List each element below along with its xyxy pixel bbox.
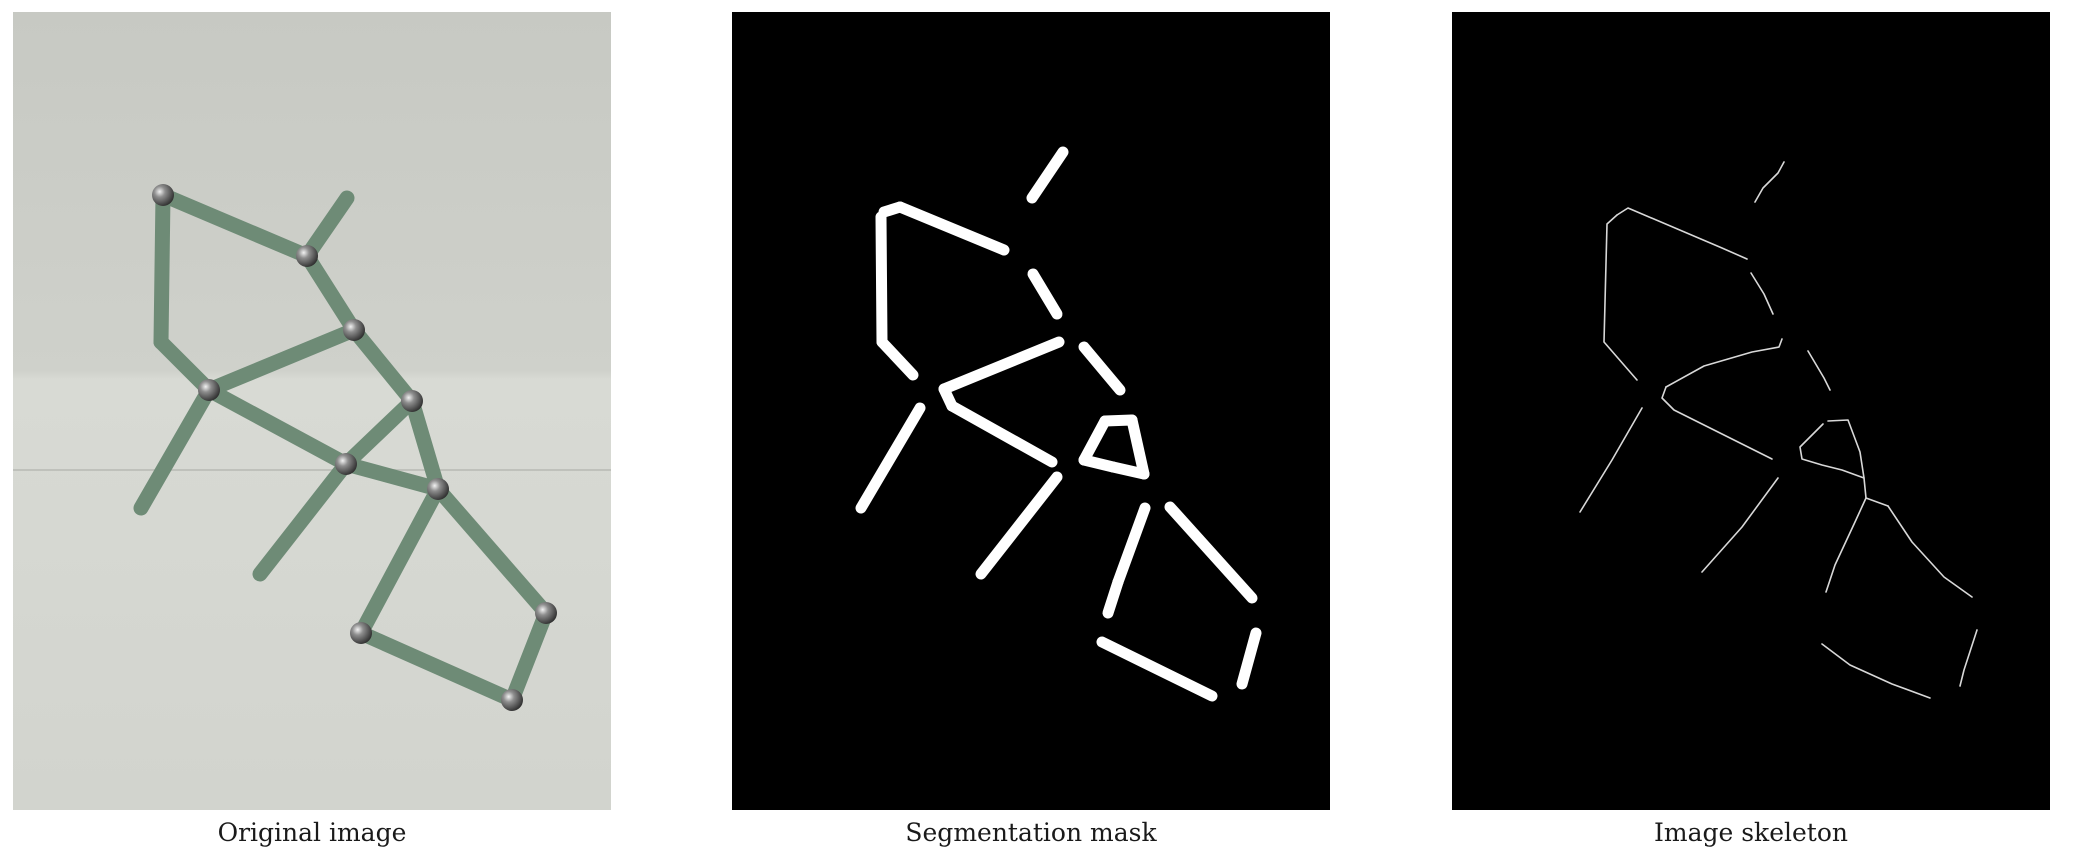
caption-segmentation-mask: Segmentation mask [905,818,1157,847]
rods [133,187,554,708]
original-image [13,12,611,810]
skeleton-lines [1579,161,1978,699]
original-image-canvas [13,12,611,810]
caption-original-image: Original image [217,818,407,847]
steel-balls [152,184,557,711]
caption-image-skeleton: Image skeleton [1654,818,1848,847]
paper-background [13,12,611,810]
image-skeleton [1452,12,2050,810]
mask-strokes [855,146,1262,702]
image-skeleton-canvas [1452,12,2050,810]
segmentation-mask-canvas [732,12,1330,810]
segmentation-mask [732,12,1330,810]
